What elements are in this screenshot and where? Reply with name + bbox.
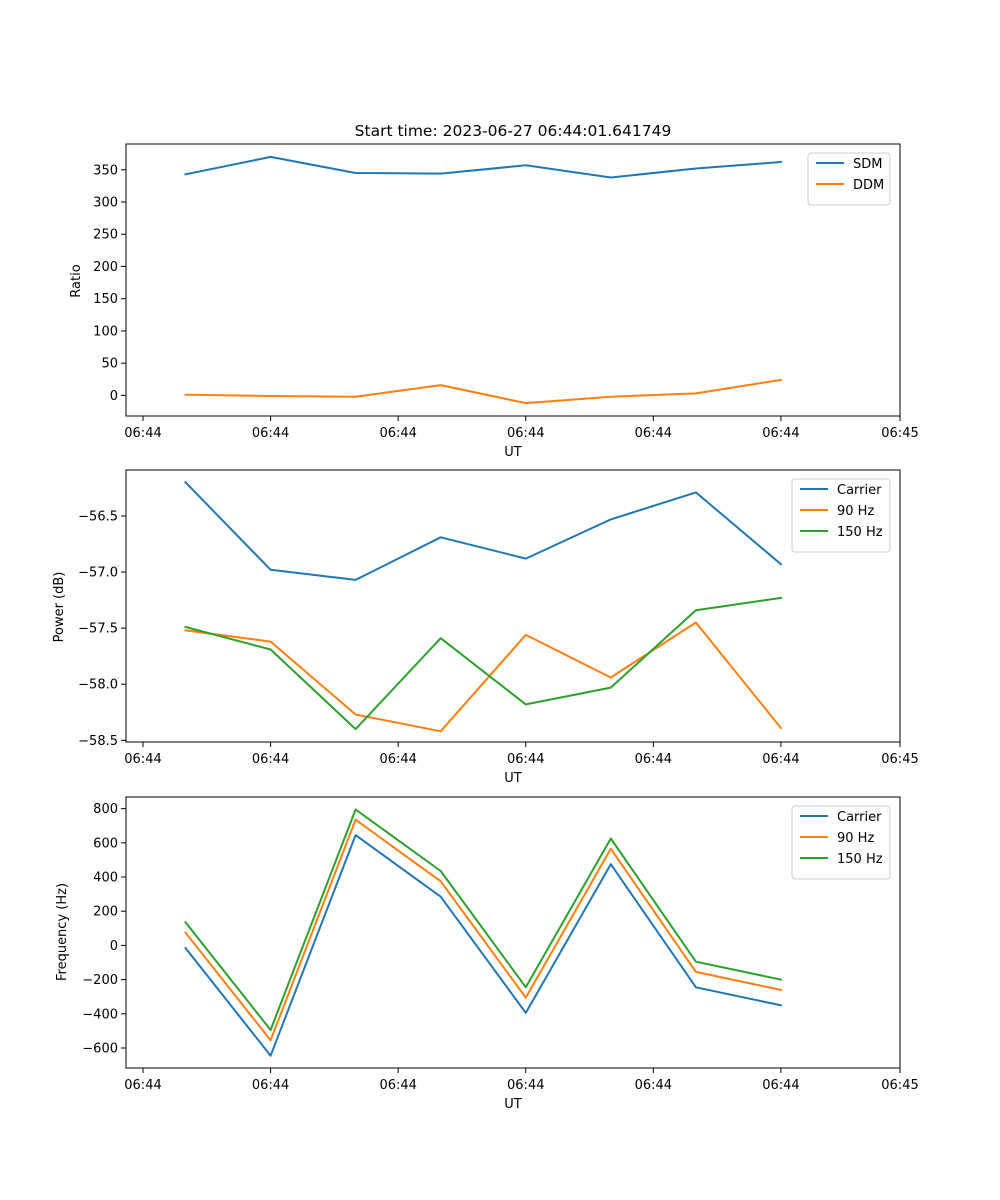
x-tick-label: 06:44 bbox=[762, 752, 799, 767]
x-tick-label: 06:44 bbox=[507, 426, 544, 441]
series-line-carrier bbox=[184, 480, 783, 581]
legend-label: SDM bbox=[853, 157, 882, 172]
series-line-90-hz bbox=[184, 621, 783, 733]
y-tick-label: −600 bbox=[82, 1041, 118, 1056]
x-tick-label: 06:44 bbox=[762, 1078, 799, 1093]
x-tick-label: 06:45 bbox=[881, 1078, 918, 1093]
legend-label: 90 Hz bbox=[837, 831, 874, 846]
legend-box bbox=[791, 478, 891, 553]
x-tick-label: 06:44 bbox=[635, 752, 672, 767]
x-tick-label: 06:44 bbox=[252, 752, 289, 767]
y-tick-label: −58.0 bbox=[78, 678, 118, 693]
x-tick-label: 06:44 bbox=[507, 1078, 544, 1093]
x-tick-label: 06:44 bbox=[379, 426, 416, 441]
x-tick-label: 06:45 bbox=[881, 426, 918, 441]
series-line-sdm bbox=[184, 155, 782, 179]
chart-title: Start time: 2023-06-27 06:44:01.641749 bbox=[355, 122, 672, 140]
x-tick-label: 06:44 bbox=[635, 1078, 672, 1093]
legend: Carrier 90 Hz 150 Hz bbox=[791, 478, 891, 553]
axes-frame bbox=[125, 143, 901, 417]
y-axis-label: Ratio bbox=[69, 264, 84, 297]
y-axis-label: Frequency (Hz) bbox=[55, 883, 70, 981]
y-tick-label: 300 bbox=[93, 196, 118, 211]
x-tick-label: 06:44 bbox=[379, 1078, 416, 1093]
legend: Carrier 90 Hz 150 Hz bbox=[791, 805, 891, 880]
legend: SDM DDM bbox=[807, 152, 891, 206]
y-tick-label: 0 bbox=[110, 389, 118, 404]
y-tick-label: −57.0 bbox=[78, 566, 118, 581]
y-tick-label: 400 bbox=[93, 871, 118, 886]
panel-ratio: Start time: 2023-06-27 06:44:01.641749 0… bbox=[69, 122, 919, 460]
y-tick-label: 200 bbox=[93, 260, 118, 275]
y-tick-label: 600 bbox=[93, 836, 118, 851]
x-axis-label: UT bbox=[504, 445, 522, 460]
series-line-carrier bbox=[184, 834, 783, 1057]
panel-frequency: 06:44 06:44 06:44 06:44 06:44 06:44 06:45 −600 −… bbox=[55, 796, 919, 1112]
legend-label: DDM bbox=[853, 178, 884, 193]
plot-area: 06:44 06:44 06:44 06:44 06:44 06:44 06:45 0 50 10… bbox=[93, 143, 919, 441]
legend-label: 90 Hz bbox=[837, 504, 874, 519]
panel-power: 06:44 06:44 06:44 06:44 06:44 06:44 06:45 −58.5… bbox=[52, 469, 919, 786]
y-tick-label: −56.5 bbox=[78, 509, 118, 524]
x-axis-label: UT bbox=[504, 771, 522, 786]
y-tick-label: 150 bbox=[93, 292, 118, 307]
legend-label: Carrier bbox=[837, 483, 882, 498]
legend-label: Carrier bbox=[837, 810, 882, 825]
y-tick-label: 100 bbox=[93, 324, 118, 339]
y-tick-label: 800 bbox=[93, 802, 118, 817]
x-tick-label: 06:44 bbox=[124, 1078, 161, 1093]
series-line-90-hz bbox=[184, 818, 783, 1042]
y-axis-label: Power (dB) bbox=[52, 572, 67, 643]
axes-frame bbox=[125, 796, 901, 1069]
y-tick-label: −200 bbox=[82, 973, 118, 988]
series-line-150-hz bbox=[184, 808, 783, 1031]
plot-area: 06:44 06:44 06:44 06:44 06:44 06:44 06:45 −58.5… bbox=[78, 469, 919, 767]
legend-box bbox=[791, 805, 891, 880]
legend-label: 150 Hz bbox=[837, 852, 883, 867]
series-line-ddm bbox=[184, 378, 783, 405]
plot-area: 06:44 06:44 06:44 06:44 06:44 06:44 06:45 −600 −… bbox=[82, 796, 919, 1093]
x-tick-label: 06:44 bbox=[379, 752, 416, 767]
y-tick-label: −57.5 bbox=[78, 622, 118, 637]
x-tick-label: 06:44 bbox=[252, 1078, 289, 1093]
x-tick-label: 06:44 bbox=[762, 426, 799, 441]
y-tick-label: 350 bbox=[93, 163, 118, 178]
series-line-150-hz bbox=[184, 596, 783, 731]
x-tick-label: 06:44 bbox=[124, 752, 161, 767]
y-tick-label: 50 bbox=[101, 357, 118, 372]
x-axis-label: UT bbox=[504, 1097, 522, 1112]
x-tick-label: 06:45 bbox=[881, 752, 918, 767]
x-tick-label: 06:44 bbox=[252, 426, 289, 441]
y-tick-label: 200 bbox=[93, 905, 118, 920]
axes-frame bbox=[125, 469, 901, 743]
x-tick-label: 06:44 bbox=[635, 426, 672, 441]
y-tick-label: −58.5 bbox=[78, 734, 118, 749]
legend-label: 150 Hz bbox=[837, 525, 883, 540]
x-tick-label: 06:44 bbox=[507, 752, 544, 767]
y-tick-label: 250 bbox=[93, 228, 118, 243]
y-tick-label: 0 bbox=[110, 939, 118, 954]
legend-box bbox=[807, 152, 891, 206]
x-tick-label: 06:44 bbox=[124, 426, 161, 441]
y-tick-label: −400 bbox=[82, 1007, 118, 1022]
